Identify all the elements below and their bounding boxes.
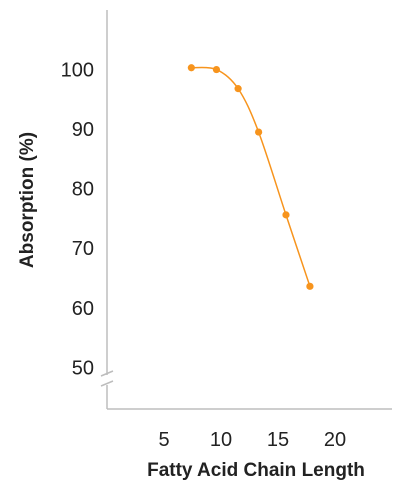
data-point xyxy=(234,85,242,93)
y-tick-label: 70 xyxy=(72,238,94,260)
x-axis-title: Fatty Acid Chain Length xyxy=(147,460,365,481)
series-layer xyxy=(187,64,314,290)
x-tick-label: 20 xyxy=(324,429,346,451)
data-point xyxy=(282,211,290,219)
y-tick-label: 100 xyxy=(61,60,94,82)
y-tick-label: 50 xyxy=(72,357,94,379)
data-point xyxy=(187,64,195,72)
y-tick-label: 90 xyxy=(72,119,94,141)
data-point xyxy=(306,282,314,290)
x-tick-labels: 5 10 15 20 xyxy=(158,429,346,451)
data-point xyxy=(212,65,221,74)
x-tick-label: 10 xyxy=(210,429,232,451)
y-axis xyxy=(100,10,114,409)
y-tick-label: 60 xyxy=(72,298,94,320)
y-axis-break-mark xyxy=(100,370,114,387)
data-point xyxy=(255,128,263,136)
x-tick-label: 5 xyxy=(158,429,169,451)
y-tick-label: 80 xyxy=(72,179,94,201)
y-tick-labels: 50 60 70 80 90 100 xyxy=(61,60,94,380)
series-line xyxy=(191,66,311,287)
x-tick-label: 15 xyxy=(267,429,289,451)
y-axis-title: Absorption (%) xyxy=(17,132,38,268)
